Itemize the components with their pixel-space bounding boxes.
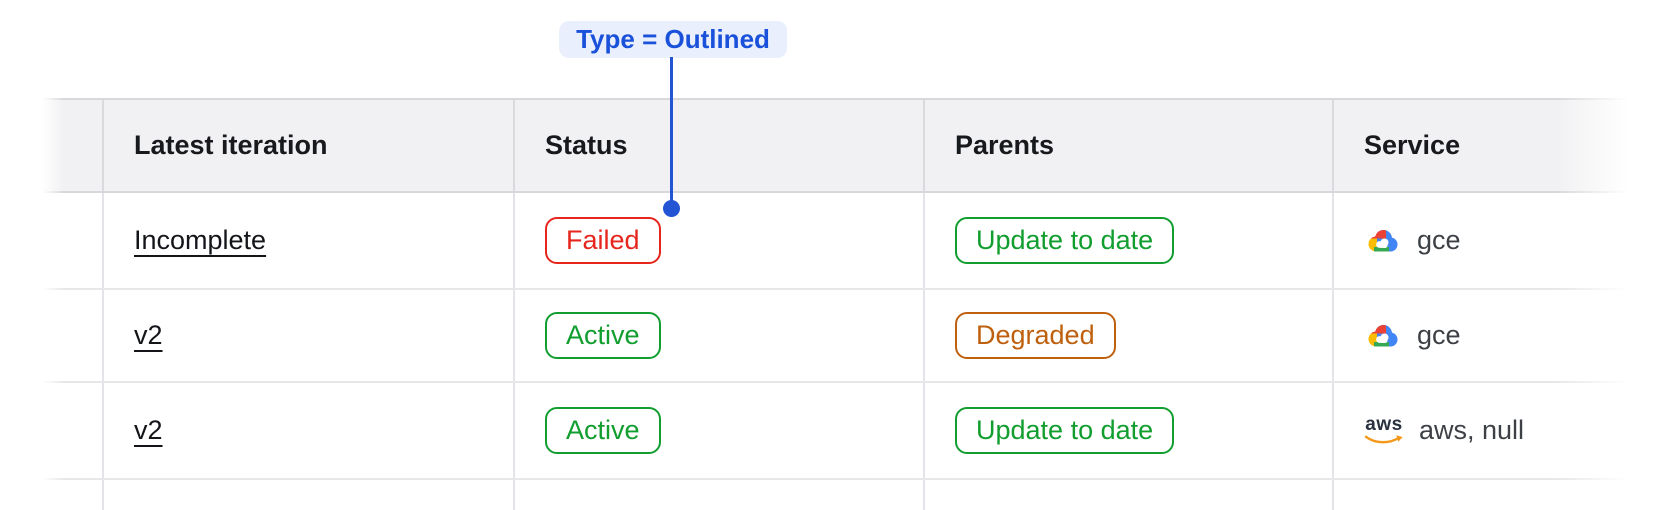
- column-header-label: Service: [1364, 130, 1461, 160]
- gcp-cloud-icon: [1364, 321, 1402, 351]
- parents-badge: Update to date: [955, 407, 1175, 454]
- latest-iteration-cell: v2: [102, 383, 513, 478]
- status-cell: Active: [513, 383, 923, 478]
- right-edge-fade: [1556, 92, 1672, 510]
- latest-iteration-cell: Incomplete: [102, 193, 513, 288]
- annotation-pointer-dot: [663, 200, 680, 217]
- status-cell: Failed: [513, 193, 923, 288]
- aws-icon-word: aws: [1365, 414, 1403, 435]
- table-row: Incomplete Failed Update to date gce: [42, 193, 1672, 290]
- aws-icon: aws: [1364, 415, 1404, 446]
- service-cell: aws aws, null: [1332, 383, 1672, 478]
- column-header-label: Latest iteration: [134, 130, 328, 160]
- latest-iteration-link[interactable]: Incomplete: [134, 225, 267, 255]
- column-header-label: Parents: [955, 130, 1055, 160]
- parents-cell: Update to date: [923, 193, 1332, 288]
- column-header-label: Status: [545, 130, 628, 160]
- table-row: v2 Active Degraded gce: [42, 290, 1672, 383]
- status-badge: Active: [545, 312, 661, 359]
- table-header-row: Latest iteration Status Parents Service: [42, 98, 1672, 193]
- parents-badge: Update to date: [955, 217, 1175, 264]
- latest-iteration-cell: [102, 480, 513, 510]
- column-header-service[interactable]: Service: [1332, 100, 1672, 191]
- left-edge-fade: [40, 92, 64, 510]
- data-table: Latest iteration Status Parents Service …: [42, 98, 1672, 510]
- latest-iteration-cell: v2: [102, 290, 513, 381]
- column-header-latest-iteration[interactable]: Latest iteration: [102, 100, 513, 191]
- table-row-partial: [42, 480, 1672, 510]
- table-row: v2 Active Update to date aws aws, null: [42, 383, 1672, 480]
- status-badge: Active: [545, 407, 661, 454]
- service-label: gce: [1417, 320, 1461, 350]
- service-cell: gce: [1332, 290, 1672, 381]
- annotation-pointer-line: [670, 57, 673, 209]
- parents-cell: Degraded: [923, 290, 1332, 381]
- annotation-label: Type = Outlined: [559, 21, 787, 58]
- service-cell: gce: [1332, 193, 1672, 288]
- parents-cell: [923, 480, 1332, 510]
- service-label: gce: [1417, 225, 1461, 255]
- column-header-parents[interactable]: Parents: [923, 100, 1332, 191]
- column-header-status[interactable]: Status: [513, 100, 923, 191]
- parents-cell: Update to date: [923, 383, 1332, 478]
- service-label: aws, null: [1419, 415, 1525, 445]
- status-cell: [513, 480, 923, 510]
- status-cell: Active: [513, 290, 923, 381]
- service-cell: [1332, 480, 1672, 510]
- parents-badge: Degraded: [955, 312, 1116, 359]
- latest-iteration-link[interactable]: v2: [134, 320, 163, 350]
- gcp-cloud-icon: [1364, 226, 1402, 256]
- latest-iteration-link[interactable]: v2: [134, 415, 163, 445]
- status-badge: Failed: [545, 217, 661, 264]
